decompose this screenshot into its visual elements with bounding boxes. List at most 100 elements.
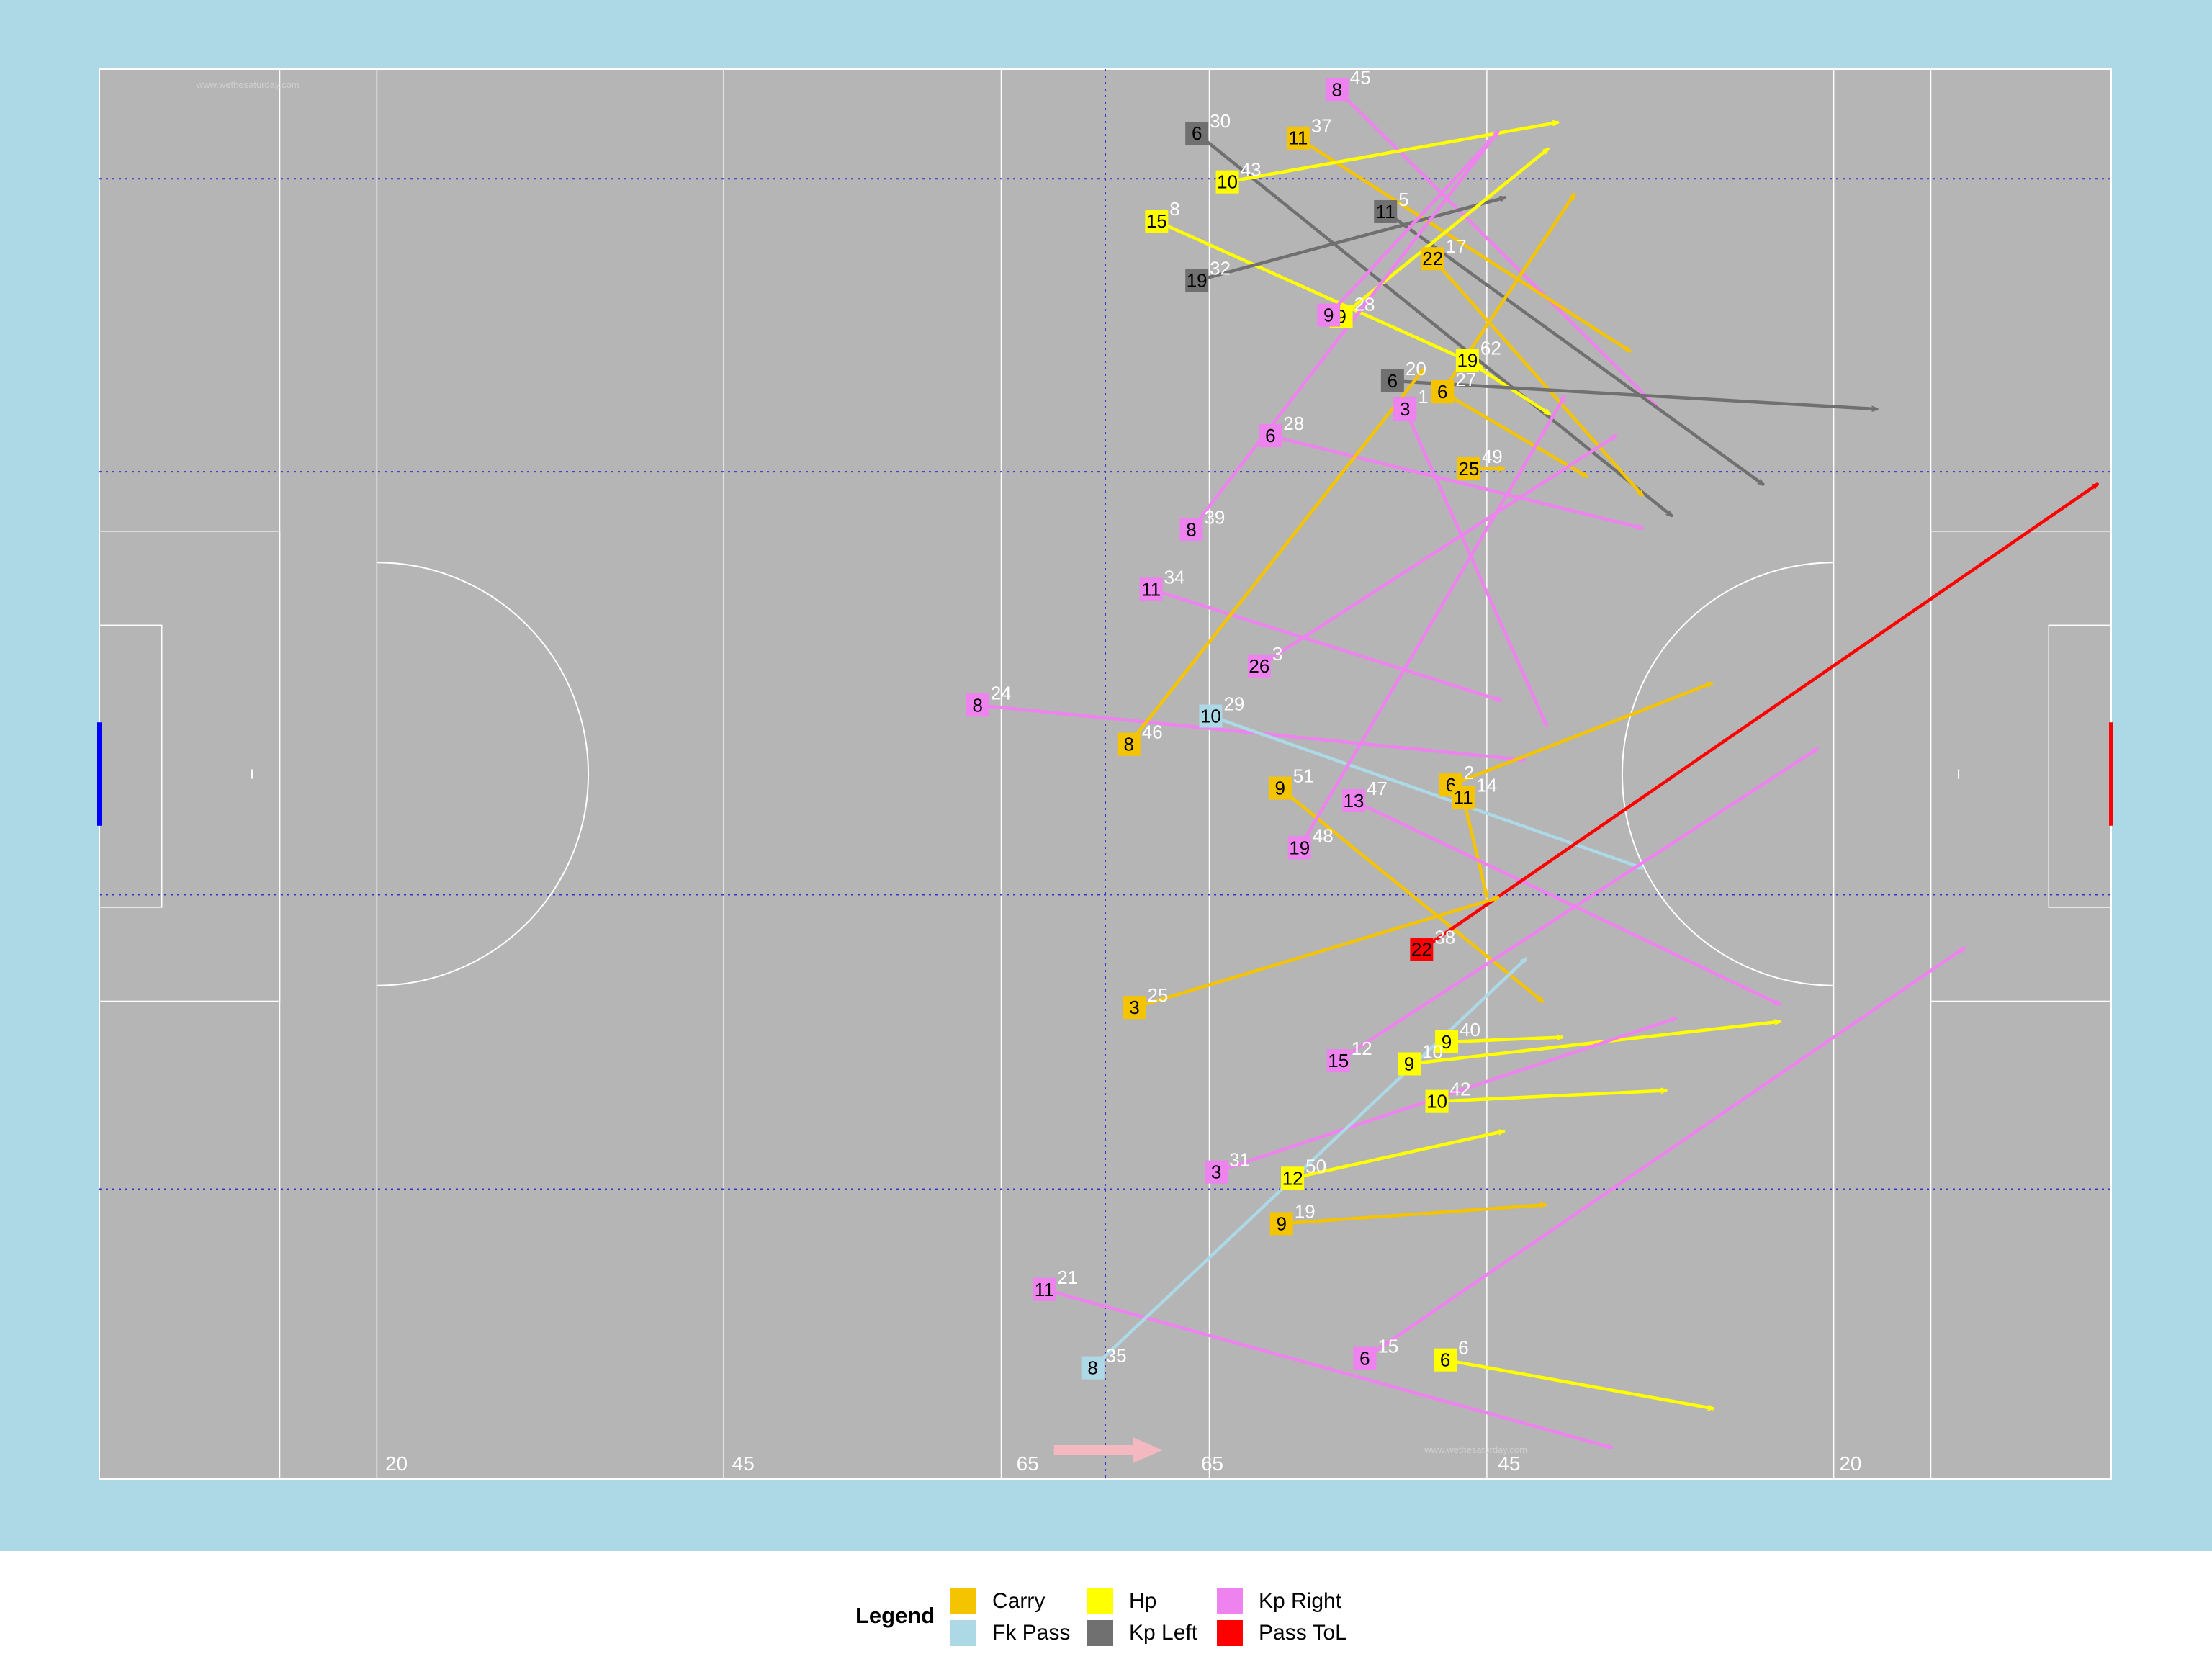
legend-item-kp-right: Kp Right xyxy=(1217,1587,1341,1616)
event-marker-carry xyxy=(1268,776,1292,800)
event-label: 37 xyxy=(1311,115,1332,137)
legend-swatch-pass-tol xyxy=(1217,1620,1243,1646)
left-goal xyxy=(97,722,102,826)
watermark: www.wethesaturday.com xyxy=(1424,1444,1527,1455)
event-arrow-kp-right xyxy=(1326,138,1493,317)
event-label: 30 xyxy=(1210,110,1231,132)
event-label: 20 xyxy=(1406,358,1426,379)
event-arrow-kp-right xyxy=(1042,1287,1614,1448)
event-label: 43 xyxy=(1241,159,1262,181)
distance-label: 65 xyxy=(1017,1452,1039,1475)
event-arrow-kp-right xyxy=(1336,747,1819,1063)
legend-item-hp: Hp xyxy=(1087,1587,1156,1616)
event-arrow-hp xyxy=(1226,122,1560,184)
event-arrow-hp xyxy=(1435,1090,1668,1103)
event-label: 62 xyxy=(1480,338,1501,359)
event-label: 29 xyxy=(1223,693,1244,715)
event-arrow-kp-left xyxy=(1390,379,1879,409)
player-number: 6 xyxy=(1388,370,1398,392)
legend-swatch-kp-right xyxy=(1217,1588,1243,1614)
event-marker-hp xyxy=(1455,349,1479,372)
event-label: 51 xyxy=(1293,765,1314,787)
player-number: 6 xyxy=(1265,425,1275,446)
player-number: 8 xyxy=(1087,1357,1097,1379)
event-marker-kp-left xyxy=(1374,199,1398,223)
event-label: 12 xyxy=(1352,1038,1372,1059)
event-arrow-carry xyxy=(1431,256,1644,498)
legend-label-kp-left: Kp Left xyxy=(1129,1621,1198,1645)
legend-item-fk-pass: Fk Pass xyxy=(950,1619,1070,1647)
event-label: 21 xyxy=(1057,1267,1078,1288)
event-marker-kp-left xyxy=(1185,122,1209,145)
event-arrow-carry xyxy=(1133,898,1500,1010)
player-number: 11 xyxy=(1454,787,1473,809)
event-marker-hp xyxy=(1397,1052,1421,1076)
distance-label: 45 xyxy=(1498,1452,1520,1475)
event-marker-hp xyxy=(1425,1089,1449,1113)
event-arrow-hp xyxy=(1407,1022,1781,1066)
event-label: 38 xyxy=(1434,927,1455,948)
event-arrow-carry xyxy=(1440,390,1588,478)
event-label: 31 xyxy=(1229,1149,1250,1171)
event-label: 42 xyxy=(1450,1079,1471,1100)
event-label: 17 xyxy=(1446,235,1467,257)
distance-label: 65 xyxy=(1201,1452,1223,1475)
event-arrow-fk-pass xyxy=(1091,957,1528,1370)
event-marker-kp-right xyxy=(1393,397,1417,421)
player-number: 9 xyxy=(1404,1053,1414,1074)
event-label: 39 xyxy=(1204,507,1225,529)
event-arrow-kp-right xyxy=(1363,946,1966,1360)
player-number: 6 xyxy=(1440,1349,1450,1371)
distance-label: 20 xyxy=(1839,1452,1861,1475)
event-arrow-kp-right xyxy=(1335,88,1660,410)
event-arrow-carry xyxy=(1296,136,1632,353)
event-marker-carry xyxy=(1457,457,1480,480)
direction-arrow-head xyxy=(1133,1437,1163,1463)
player-number: 11 xyxy=(1035,1279,1054,1300)
event-marker-kp-left xyxy=(1185,269,1209,292)
player-number: 13 xyxy=(1343,790,1364,811)
event-arrow-kp-left xyxy=(1383,210,1765,486)
player-number: 9 xyxy=(1275,778,1285,799)
event-marker-carry xyxy=(1117,732,1141,756)
player-number: 25 xyxy=(1458,458,1479,480)
legend-label-pass-tol: Pass ToL xyxy=(1259,1621,1347,1645)
player-number: 15 xyxy=(1146,210,1167,232)
pitch-surface xyxy=(99,68,2112,1480)
event-arrow-hp xyxy=(1290,1131,1506,1180)
event-marker-carry xyxy=(1431,380,1455,404)
legend-swatch-hp xyxy=(1087,1588,1113,1614)
player-number: 8 xyxy=(1186,519,1196,541)
left-arc xyxy=(377,562,589,986)
event-arrow-kp-right xyxy=(1403,407,1549,725)
event-label: 48 xyxy=(1313,824,1334,846)
player-number: 9 xyxy=(1442,1031,1452,1053)
player-number: 8 xyxy=(1332,78,1342,100)
event-label: 28 xyxy=(1354,294,1375,315)
event-label: 19 xyxy=(1295,1200,1316,1222)
event-arrow-hp xyxy=(1443,1358,1715,1408)
event-label: 35 xyxy=(1106,1345,1127,1367)
event-marker-kp-left xyxy=(1380,369,1404,392)
event-label: 6 xyxy=(1458,1337,1468,1359)
right-goal xyxy=(2109,722,2113,826)
event-arrow-kp-right xyxy=(1257,433,1618,668)
event-marker-kp-right xyxy=(1259,424,1282,448)
pitch: 20 45 65 65 45 20www.wethesaturday.comwww.wet… xyxy=(97,66,2113,1480)
event-marker-kp-right xyxy=(1353,1346,1377,1370)
event-marker-kp-right xyxy=(966,693,989,717)
distance-label: 20 xyxy=(385,1452,408,1475)
event-label: 40 xyxy=(1460,1019,1480,1040)
event-markers: 8456301137104315811522171932928919626206… xyxy=(966,66,2099,1448)
event-marker-kp-right xyxy=(1139,577,1163,601)
event-marker-carry xyxy=(1452,786,1475,809)
event-arrow-kp-right xyxy=(976,703,1527,760)
event-arrow-kp-right xyxy=(1352,799,1780,1007)
event-marker-kp-right xyxy=(1317,303,1341,327)
event-arrow-carry xyxy=(1127,368,1425,746)
pitch-markings: 20 45 65 65 45 20www.wethesaturday.comwww.wet… xyxy=(97,68,2113,1480)
event-label: 10 xyxy=(1422,1040,1443,1062)
event-marker-hp xyxy=(1215,170,1239,194)
event-label: 3 xyxy=(1272,643,1282,665)
legend-label-carry: Carry xyxy=(992,1589,1046,1613)
